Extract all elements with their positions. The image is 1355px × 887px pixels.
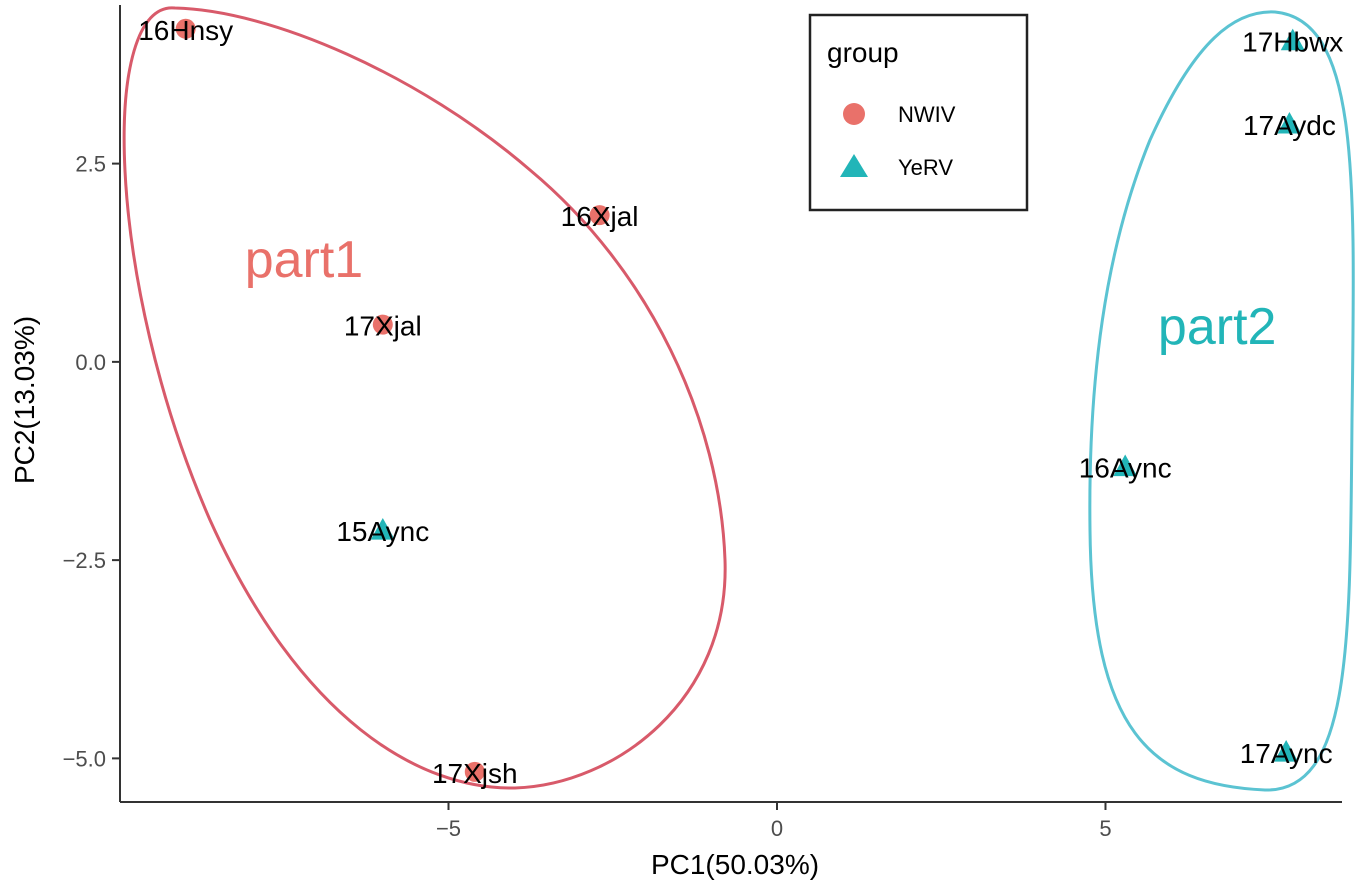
data-point-17xjal (372, 314, 393, 335)
x-axis-ticks: −5 0 5 (436, 802, 1112, 841)
y-tick-label: −5.0 (63, 746, 106, 771)
point-label-17aydc: 17Aydc (1243, 110, 1336, 141)
point-label-16aync: 16Aync (1079, 453, 1172, 484)
part2-ellipse (1088, 10, 1355, 792)
legend-label-nwiv: NWIV (898, 102, 956, 127)
data-point-16hnsy (175, 18, 196, 39)
x-tick-label: 0 (771, 816, 783, 841)
data-point-15aync (370, 517, 395, 540)
point-label-16xjal: 16Xjal (561, 201, 639, 232)
data-point-17xjsh (464, 761, 485, 782)
legend-title: group (827, 37, 899, 68)
point-label-15aync: 15Aync (336, 516, 429, 547)
y-tick-label: 0.0 (75, 350, 106, 375)
point-label-17hbwx: 17Hbwx (1242, 27, 1343, 58)
point-label-17aync: 17Aync (1240, 738, 1333, 769)
part1-ellipse (122, 6, 727, 790)
x-tick-label: −5 (436, 816, 461, 841)
data-point-16xjal (589, 205, 610, 226)
data-points (175, 18, 1305, 782)
legend-label-yerv: YeRV (898, 155, 953, 180)
data-point-17aydc (1277, 111, 1302, 134)
legend-triangle-icon (840, 154, 868, 177)
part1-label: part1 (245, 231, 364, 289)
x-tick-label: 5 (1099, 816, 1111, 841)
data-point-17hbwx (1280, 28, 1305, 51)
point-label-17xjsh: 17Xjsh (432, 758, 518, 789)
point-label-17xjal: 17Xjal (344, 311, 422, 342)
y-tick-label: 2.5 (75, 152, 106, 177)
point-labels: 16Hnsy 16Xjal 17Xjal 17Xjsh 15Aync 16Aync 17Hb… (138, 15, 1343, 789)
data-point-16aync (1113, 454, 1138, 477)
legend-circle-icon (843, 103, 865, 125)
legend: group NWIV YeRV (808, 13, 1029, 212)
data-point-17aync (1274, 740, 1299, 762)
y-tick-label: −2.5 (63, 548, 106, 573)
x-axis-title: PC1(50.03%) (651, 849, 819, 880)
y-axis-title: PC2(13.03%) (9, 316, 40, 484)
part2-label: part2 (1158, 298, 1277, 356)
y-axis-ticks: −5.0 −2.5 0.0 2.5 (63, 152, 120, 771)
point-label-16hnsy: 16Hnsy (138, 15, 233, 46)
